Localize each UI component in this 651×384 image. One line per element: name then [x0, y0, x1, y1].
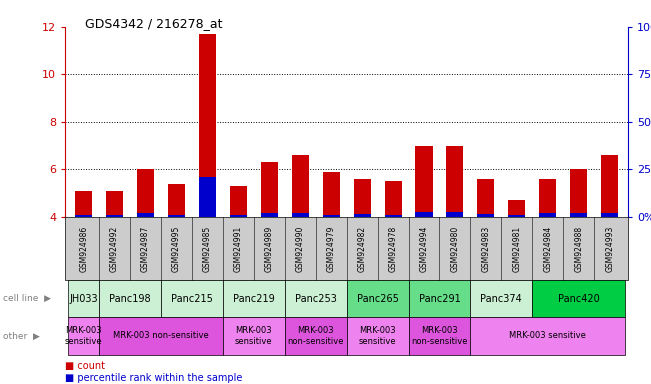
Bar — [292, 155, 309, 217]
Bar — [539, 179, 556, 217]
Text: GSM924984: GSM924984 — [544, 225, 552, 272]
Text: GSM924985: GSM924985 — [203, 225, 212, 272]
Bar — [199, 34, 216, 217]
Text: GSM924988: GSM924988 — [574, 225, 583, 272]
Text: GDS4342 / 216278_at: GDS4342 / 216278_at — [85, 17, 222, 30]
Text: GSM924989: GSM924989 — [265, 225, 274, 272]
Bar — [323, 215, 340, 217]
Text: GSM924979: GSM924979 — [327, 225, 336, 272]
Bar — [539, 214, 556, 217]
Bar — [477, 214, 494, 217]
Text: MRK-003 sensitive: MRK-003 sensitive — [509, 331, 586, 341]
Text: other  ▶: other ▶ — [3, 331, 40, 341]
Text: GSM924991: GSM924991 — [234, 225, 243, 272]
Text: GSM924986: GSM924986 — [79, 225, 88, 272]
Bar — [292, 214, 309, 217]
Text: Panc198: Panc198 — [109, 293, 151, 304]
Bar — [230, 215, 247, 217]
Text: GSM924992: GSM924992 — [110, 225, 119, 272]
Bar — [199, 177, 216, 217]
Bar — [508, 215, 525, 217]
Bar — [447, 212, 464, 217]
Text: GSM924981: GSM924981 — [512, 225, 521, 272]
Text: ■ count: ■ count — [65, 361, 105, 371]
Text: Panc420: Panc420 — [558, 293, 600, 304]
Text: Panc374: Panc374 — [480, 293, 522, 304]
Text: MRK-003
non-sensitive: MRK-003 non-sensitive — [411, 326, 467, 346]
Bar — [415, 146, 432, 217]
Bar — [385, 215, 402, 217]
Bar — [415, 212, 432, 217]
Text: GSM924987: GSM924987 — [141, 225, 150, 272]
Bar — [570, 214, 587, 217]
Bar — [168, 184, 185, 217]
Text: MRK-003
sensitive: MRK-003 sensitive — [65, 326, 102, 346]
Bar — [353, 214, 370, 217]
Bar — [137, 214, 154, 217]
Bar — [508, 200, 525, 217]
Bar — [385, 181, 402, 217]
Text: Panc215: Panc215 — [171, 293, 213, 304]
Text: GSM924980: GSM924980 — [450, 225, 460, 272]
Text: GSM924993: GSM924993 — [605, 225, 614, 272]
Text: GSM924995: GSM924995 — [172, 225, 181, 272]
Text: ■ percentile rank within the sample: ■ percentile rank within the sample — [65, 373, 242, 383]
Bar — [570, 169, 587, 217]
Bar — [75, 215, 92, 217]
Text: GSM924982: GSM924982 — [357, 225, 367, 272]
Bar — [261, 214, 278, 217]
Bar — [601, 214, 618, 217]
Bar — [477, 179, 494, 217]
Text: Panc253: Panc253 — [295, 293, 337, 304]
Text: Panc291: Panc291 — [419, 293, 460, 304]
Text: JH033: JH033 — [70, 293, 98, 304]
Bar — [261, 162, 278, 217]
Text: Panc219: Panc219 — [233, 293, 275, 304]
Bar — [137, 169, 154, 217]
Text: cell line  ▶: cell line ▶ — [3, 294, 51, 303]
Bar — [447, 146, 464, 217]
Bar — [230, 186, 247, 217]
Bar — [601, 155, 618, 217]
Bar — [168, 215, 185, 217]
Text: MRK-003
non-sensitive: MRK-003 non-sensitive — [288, 326, 344, 346]
Bar — [106, 191, 123, 217]
Text: GSM924994: GSM924994 — [419, 225, 428, 272]
Text: GSM924978: GSM924978 — [389, 225, 398, 272]
Text: GSM924990: GSM924990 — [296, 225, 305, 272]
Bar — [75, 191, 92, 217]
Bar — [353, 179, 370, 217]
Bar — [323, 172, 340, 217]
Text: MRK-003 non-sensitive: MRK-003 non-sensitive — [113, 331, 209, 341]
Text: MRK-003
sensitive: MRK-003 sensitive — [359, 326, 396, 346]
Text: GSM924983: GSM924983 — [481, 225, 490, 272]
Text: MRK-003
sensitive: MRK-003 sensitive — [235, 326, 273, 346]
Bar — [106, 215, 123, 217]
Text: Panc265: Panc265 — [357, 293, 398, 304]
